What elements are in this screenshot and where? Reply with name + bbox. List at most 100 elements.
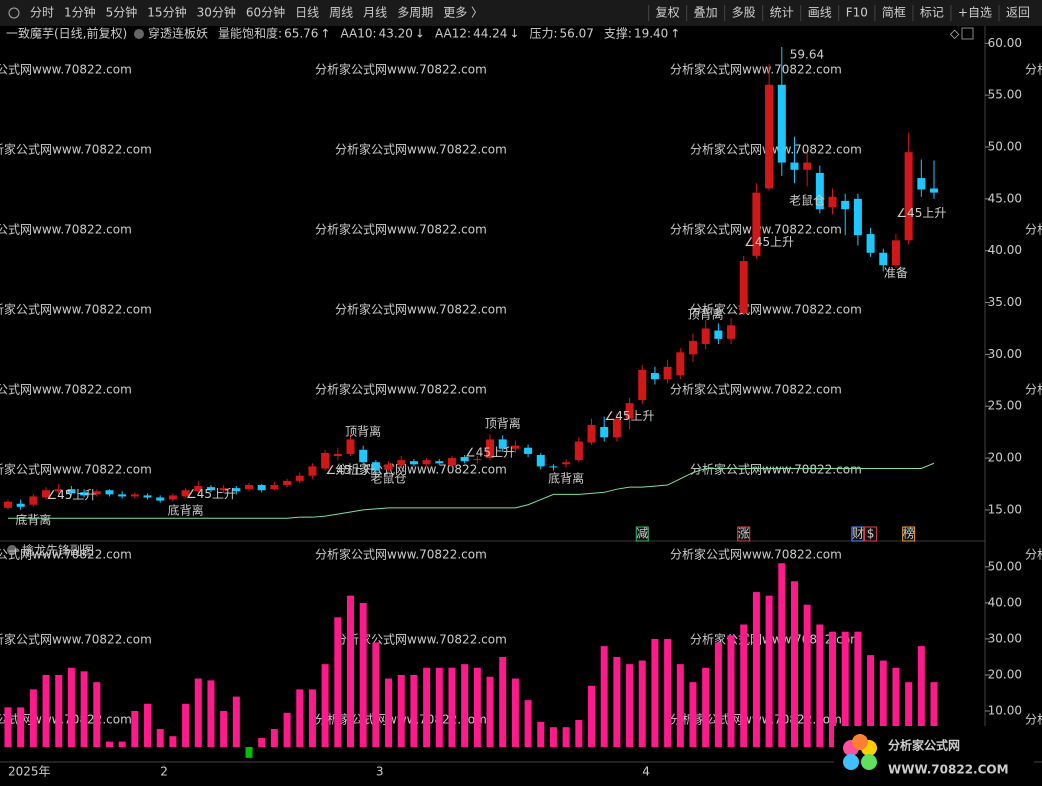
watermark: 分析家公式网www.70822.com xyxy=(315,547,487,562)
bar xyxy=(194,678,202,748)
y-tick-label: 20.00 xyxy=(988,451,1022,465)
bar xyxy=(854,631,862,748)
bar xyxy=(359,602,367,748)
period-tab[interactable]: 周线 xyxy=(329,6,353,20)
watermark: 分析家公式网www.70822.com xyxy=(1025,222,1042,237)
period-tab[interactable]: 分时 xyxy=(30,6,54,20)
y-tick-label: 25.00 xyxy=(988,399,1022,413)
event-label[interactable]: 涨 xyxy=(738,526,750,541)
sub-icon[interactable] xyxy=(7,545,17,555)
y-tick-label: 50.00 xyxy=(988,559,1022,573)
candle-body xyxy=(371,462,380,471)
bar xyxy=(232,696,240,748)
candle-body xyxy=(67,489,76,494)
bar xyxy=(423,667,431,748)
tool-button[interactable]: F10 xyxy=(846,6,868,20)
candle-body xyxy=(143,495,152,498)
bar xyxy=(283,712,291,748)
period-tab[interactable]: 1分钟 xyxy=(64,5,96,20)
tool-button[interactable]: 画线 xyxy=(808,6,832,20)
bar xyxy=(448,667,456,748)
tool-button[interactable]: 返回 xyxy=(1006,6,1030,20)
bar xyxy=(930,682,938,748)
candle-body xyxy=(384,464,393,470)
period-tab[interactable]: 60分钟 xyxy=(246,5,285,20)
candle-body xyxy=(600,426,609,438)
period-tab[interactable]: 15分钟 xyxy=(147,5,186,20)
watermark: 分析家公式网www.70822.com xyxy=(1025,382,1042,397)
event-badge[interactable] xyxy=(902,526,916,542)
event-badge[interactable] xyxy=(851,526,865,542)
period-tab[interactable]: 5分钟 xyxy=(106,5,138,20)
watermark: 分析家公式网www.70822.com xyxy=(335,302,507,317)
watermark: 分析家公式网www.70822.com xyxy=(670,62,842,77)
candle-body xyxy=(828,196,837,208)
event-label[interactable]: $ xyxy=(867,527,875,541)
window-icon[interactable] xyxy=(961,27,974,40)
period-tab[interactable]: 30分钟 xyxy=(197,5,236,20)
bar xyxy=(600,646,608,748)
bar xyxy=(537,721,545,748)
candle-body xyxy=(54,489,63,492)
watermark: 分析家公式网www.70822.com xyxy=(315,382,487,397)
event-label[interactable]: 榜 xyxy=(903,526,915,541)
bar xyxy=(156,729,164,748)
candle-body xyxy=(409,461,418,465)
event-badge[interactable] xyxy=(864,526,878,542)
y-tick-label: 30.00 xyxy=(988,347,1022,361)
tool-button[interactable]: 多股 xyxy=(732,6,756,20)
tool-button[interactable]: 统计 xyxy=(770,6,794,20)
tool-button[interactable]: 叠加 xyxy=(694,6,718,20)
event-badge[interactable] xyxy=(737,526,751,542)
bar xyxy=(296,689,304,748)
bar xyxy=(752,592,760,748)
bar xyxy=(397,674,405,748)
candle-body xyxy=(308,466,317,476)
candle-body xyxy=(4,501,12,508)
menu-icon[interactable] xyxy=(8,7,20,19)
signal-label: ∠45上升 xyxy=(325,463,375,477)
candle-body xyxy=(219,488,228,491)
event-badge[interactable] xyxy=(635,526,649,542)
watermark: 分析家公式网www.70822.com xyxy=(690,462,862,477)
bar xyxy=(473,667,481,748)
candle-body xyxy=(105,490,114,495)
bar xyxy=(118,741,126,748)
date-label: 3 xyxy=(376,765,384,779)
bar xyxy=(702,667,710,748)
candle-body xyxy=(257,485,266,491)
bar xyxy=(17,707,25,748)
signal-label: ∠45上升 xyxy=(744,235,794,249)
event-label[interactable]: 财 xyxy=(852,527,864,541)
candle-body xyxy=(333,453,342,457)
y-tick-label: 15.00 xyxy=(988,502,1022,516)
candle-body xyxy=(904,152,913,241)
candle-body xyxy=(435,461,444,464)
tool-button[interactable]: 复权 xyxy=(656,6,680,20)
formula-icon[interactable] xyxy=(134,29,144,39)
candle-body xyxy=(815,172,824,210)
bar xyxy=(372,642,380,748)
logo-url: WWW.70822.COM xyxy=(888,763,1009,777)
diamond-icon[interactable]: ◇ xyxy=(950,27,960,41)
period-tab[interactable]: 更多 〉 xyxy=(443,6,483,20)
signal-label: ∠45上升 xyxy=(896,206,946,220)
period-tab[interactable]: 多周期 xyxy=(397,6,433,20)
indicator-arrow: ↓ xyxy=(415,27,425,41)
bar xyxy=(435,667,443,748)
candle-body xyxy=(625,403,634,419)
watermark: 分析家公式网www.70822.com xyxy=(690,142,862,157)
bar xyxy=(549,727,557,748)
bar xyxy=(905,682,913,748)
candle-body xyxy=(447,458,456,466)
tool-button[interactable]: 标记 xyxy=(920,6,944,20)
period-tab[interactable]: 日线 xyxy=(295,6,319,20)
tool-button[interactable]: +自选 xyxy=(958,6,992,20)
candle-body xyxy=(524,447,533,454)
tool-button[interactable]: 简框 xyxy=(882,6,906,20)
watermark: 分析家公式网www.70822.com xyxy=(0,632,152,647)
period-tab[interactable]: 月线 xyxy=(363,6,387,20)
candle-body xyxy=(422,460,431,465)
event-label[interactable]: 减 xyxy=(636,527,648,541)
sub-title: 擒龙先锋副图 xyxy=(22,543,94,558)
